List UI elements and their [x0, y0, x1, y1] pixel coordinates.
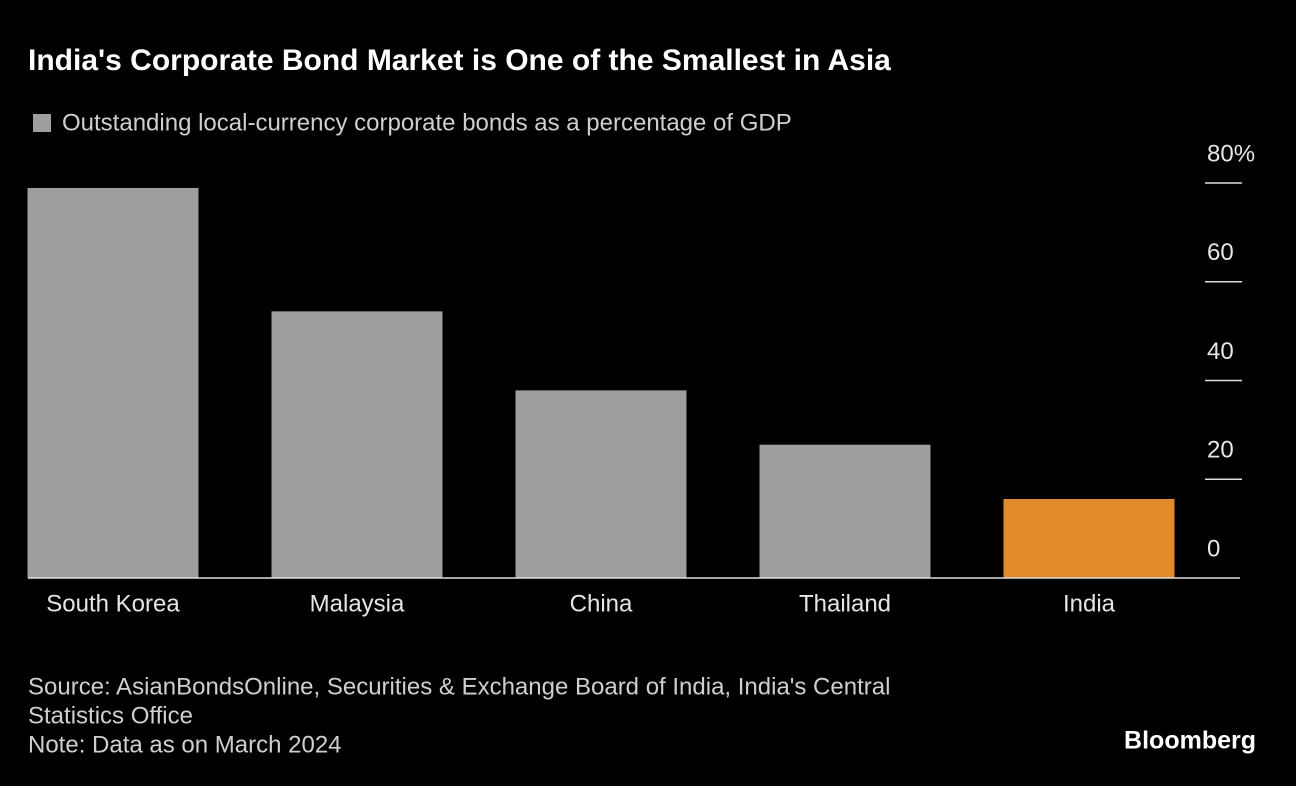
- legend-swatch: [33, 114, 51, 132]
- x-tick-label: China: [570, 590, 633, 617]
- bar: [759, 444, 931, 578]
- legend-label: Outstanding local-currency corporate bon…: [62, 109, 792, 136]
- brand: Bloomberg: [1124, 727, 1256, 755]
- x-tick-label: Thailand: [799, 590, 891, 617]
- y-tick-label: 0: [1207, 535, 1220, 562]
- source: Statistics Office: [28, 702, 193, 729]
- bar: [271, 311, 443, 578]
- x-tick-label: South Korea: [46, 590, 180, 617]
- note: Note: Data as on March 2024: [28, 731, 342, 758]
- y-tick-label: 20: [1207, 437, 1234, 464]
- y-tick-label: 80%: [1207, 140, 1255, 167]
- bar: [27, 187, 199, 578]
- x-tick-label: Malaysia: [310, 590, 405, 617]
- source: Source: AsianBondsOnline, Securities & E…: [28, 673, 890, 700]
- bar: [1003, 499, 1175, 578]
- chart-title: India's Corporate Bond Market is One of …: [28, 44, 891, 77]
- x-tick-label: India: [1063, 590, 1116, 617]
- y-tick-label: 60: [1207, 239, 1234, 266]
- y-tick-label: 40: [1207, 338, 1234, 365]
- bar: [515, 390, 687, 578]
